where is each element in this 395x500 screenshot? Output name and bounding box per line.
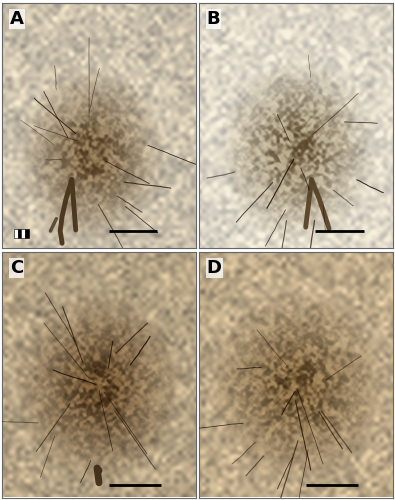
Bar	[17, 228, 21, 238]
Bar	[13, 228, 17, 238]
Text: B: B	[207, 10, 220, 28]
Bar	[25, 228, 29, 238]
Text: A: A	[10, 10, 24, 28]
Text: D: D	[207, 259, 222, 277]
Bar	[21, 228, 25, 238]
Text: C: C	[10, 259, 23, 277]
